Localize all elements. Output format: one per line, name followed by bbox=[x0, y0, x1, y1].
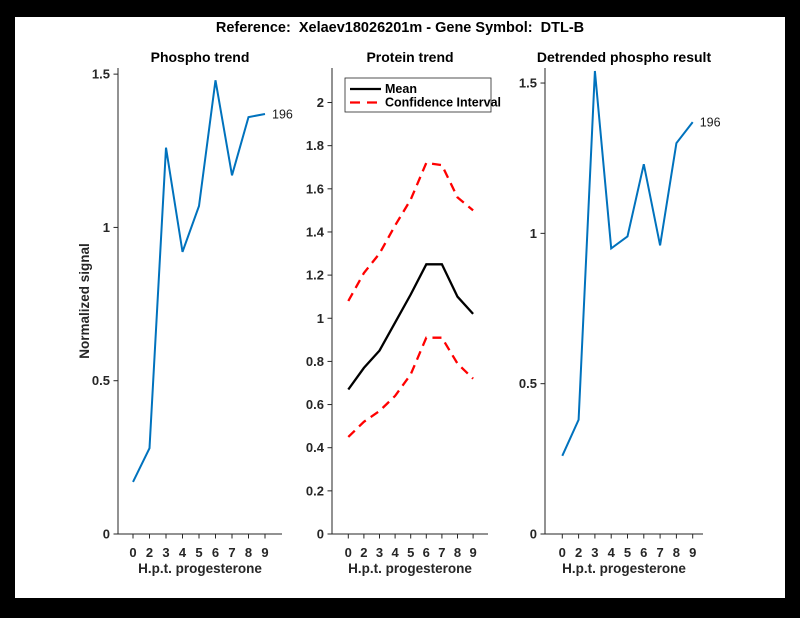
y-tick-label: 0 bbox=[530, 527, 537, 542]
y-tick-label: 1.2 bbox=[306, 268, 324, 283]
mean-line bbox=[347, 263, 474, 391]
x-axis-label: H.p.t. progesterone bbox=[348, 561, 472, 576]
phospho-signal-line bbox=[132, 80, 266, 483]
legend-box bbox=[344, 77, 492, 113]
x-tick-label: 6 bbox=[212, 545, 219, 560]
x-tick-label: 6 bbox=[423, 545, 430, 560]
x-tick-label: 0 bbox=[129, 545, 136, 560]
x-tick-label: 8 bbox=[673, 545, 680, 560]
x-tick-label: 7 bbox=[228, 545, 235, 560]
y-tick-label: 1 bbox=[317, 311, 324, 326]
axes-lines bbox=[331, 68, 488, 535]
y-tick-label: 0.5 bbox=[92, 373, 110, 388]
protein-trend-plot: 0 2 3 4 5 6 7 8 900.20.40.60.811.21.41.61.82Prot… bbox=[306, 49, 501, 576]
x-tick-label: 9 bbox=[469, 545, 476, 560]
x-tick-label: 3 bbox=[376, 545, 383, 560]
x-tick-label: 6 bbox=[640, 545, 647, 560]
ci-lower-line bbox=[347, 336, 474, 438]
x-tick-label: 5 bbox=[407, 545, 414, 560]
y-tick-label: 1.8 bbox=[306, 138, 324, 153]
y-tick-label: 1.5 bbox=[92, 67, 110, 82]
x-tick-label: 2 bbox=[146, 545, 153, 560]
plot-title: Detrended phospho result bbox=[537, 49, 712, 65]
y-tick-label: 0.2 bbox=[306, 483, 324, 498]
x-tick-label: 3 bbox=[591, 545, 598, 560]
y-tick-label: 1 bbox=[530, 226, 537, 241]
x-tick-label: 3 bbox=[162, 545, 169, 560]
ci-upper-line bbox=[347, 161, 474, 302]
y-axis-label: Normalized signal bbox=[77, 243, 92, 359]
figure-title: Reference: Xelaev18026201m - Gene Symbol… bbox=[215, 20, 585, 36]
x-axis-label: H.p.t. progesterone bbox=[138, 561, 262, 576]
x-tick-label: 2 bbox=[360, 545, 367, 560]
legend-label: Confidence Interval bbox=[385, 96, 501, 110]
y-tick-label: 2 bbox=[317, 95, 324, 110]
series-end-label: 196 bbox=[272, 107, 293, 121]
x-tick-label: 4 bbox=[608, 545, 616, 560]
y-tick-label: 1.6 bbox=[306, 181, 324, 196]
y-tick-label: 0 bbox=[103, 527, 110, 542]
x-axis-label: H.p.t. progesterone bbox=[562, 561, 686, 576]
y-tick-label: 0.5 bbox=[519, 376, 537, 391]
x-tick-label: 5 bbox=[195, 545, 202, 560]
x-tick-label: 4 bbox=[179, 545, 187, 560]
series-end-label: 196 bbox=[700, 116, 721, 130]
y-tick-label: 1.5 bbox=[519, 76, 537, 91]
y-tick-label: 0 bbox=[317, 527, 324, 542]
y-tick-label: 0.6 bbox=[306, 397, 324, 412]
x-tick-label: 0 bbox=[345, 545, 352, 560]
x-tick-label: 8 bbox=[454, 545, 461, 560]
x-tick-label: 9 bbox=[261, 545, 268, 560]
figure-canvas: Reference: Xelaev18026201m - Gene Symbol… bbox=[15, 17, 785, 598]
x-tick-label: 9 bbox=[689, 545, 696, 560]
plot-title: Protein trend bbox=[366, 49, 453, 65]
legend-label: Mean bbox=[385, 82, 417, 96]
detrended-phospho-line bbox=[561, 70, 694, 457]
x-tick-label: 7 bbox=[656, 545, 663, 560]
x-tick-label: 2 bbox=[575, 545, 582, 560]
x-tick-label: 7 bbox=[438, 545, 445, 560]
x-tick-label: 0 bbox=[559, 545, 566, 560]
y-tick-label: 0.4 bbox=[306, 440, 325, 455]
x-tick-label: 8 bbox=[245, 545, 252, 560]
x-tick-label: 5 bbox=[624, 545, 631, 560]
x-tick-label: 4 bbox=[391, 545, 399, 560]
y-tick-label: 1 bbox=[103, 220, 110, 235]
plot-title: Phospho trend bbox=[151, 49, 250, 65]
y-tick-label: 1.4 bbox=[306, 224, 325, 239]
y-tick-label: 0.8 bbox=[306, 354, 324, 369]
